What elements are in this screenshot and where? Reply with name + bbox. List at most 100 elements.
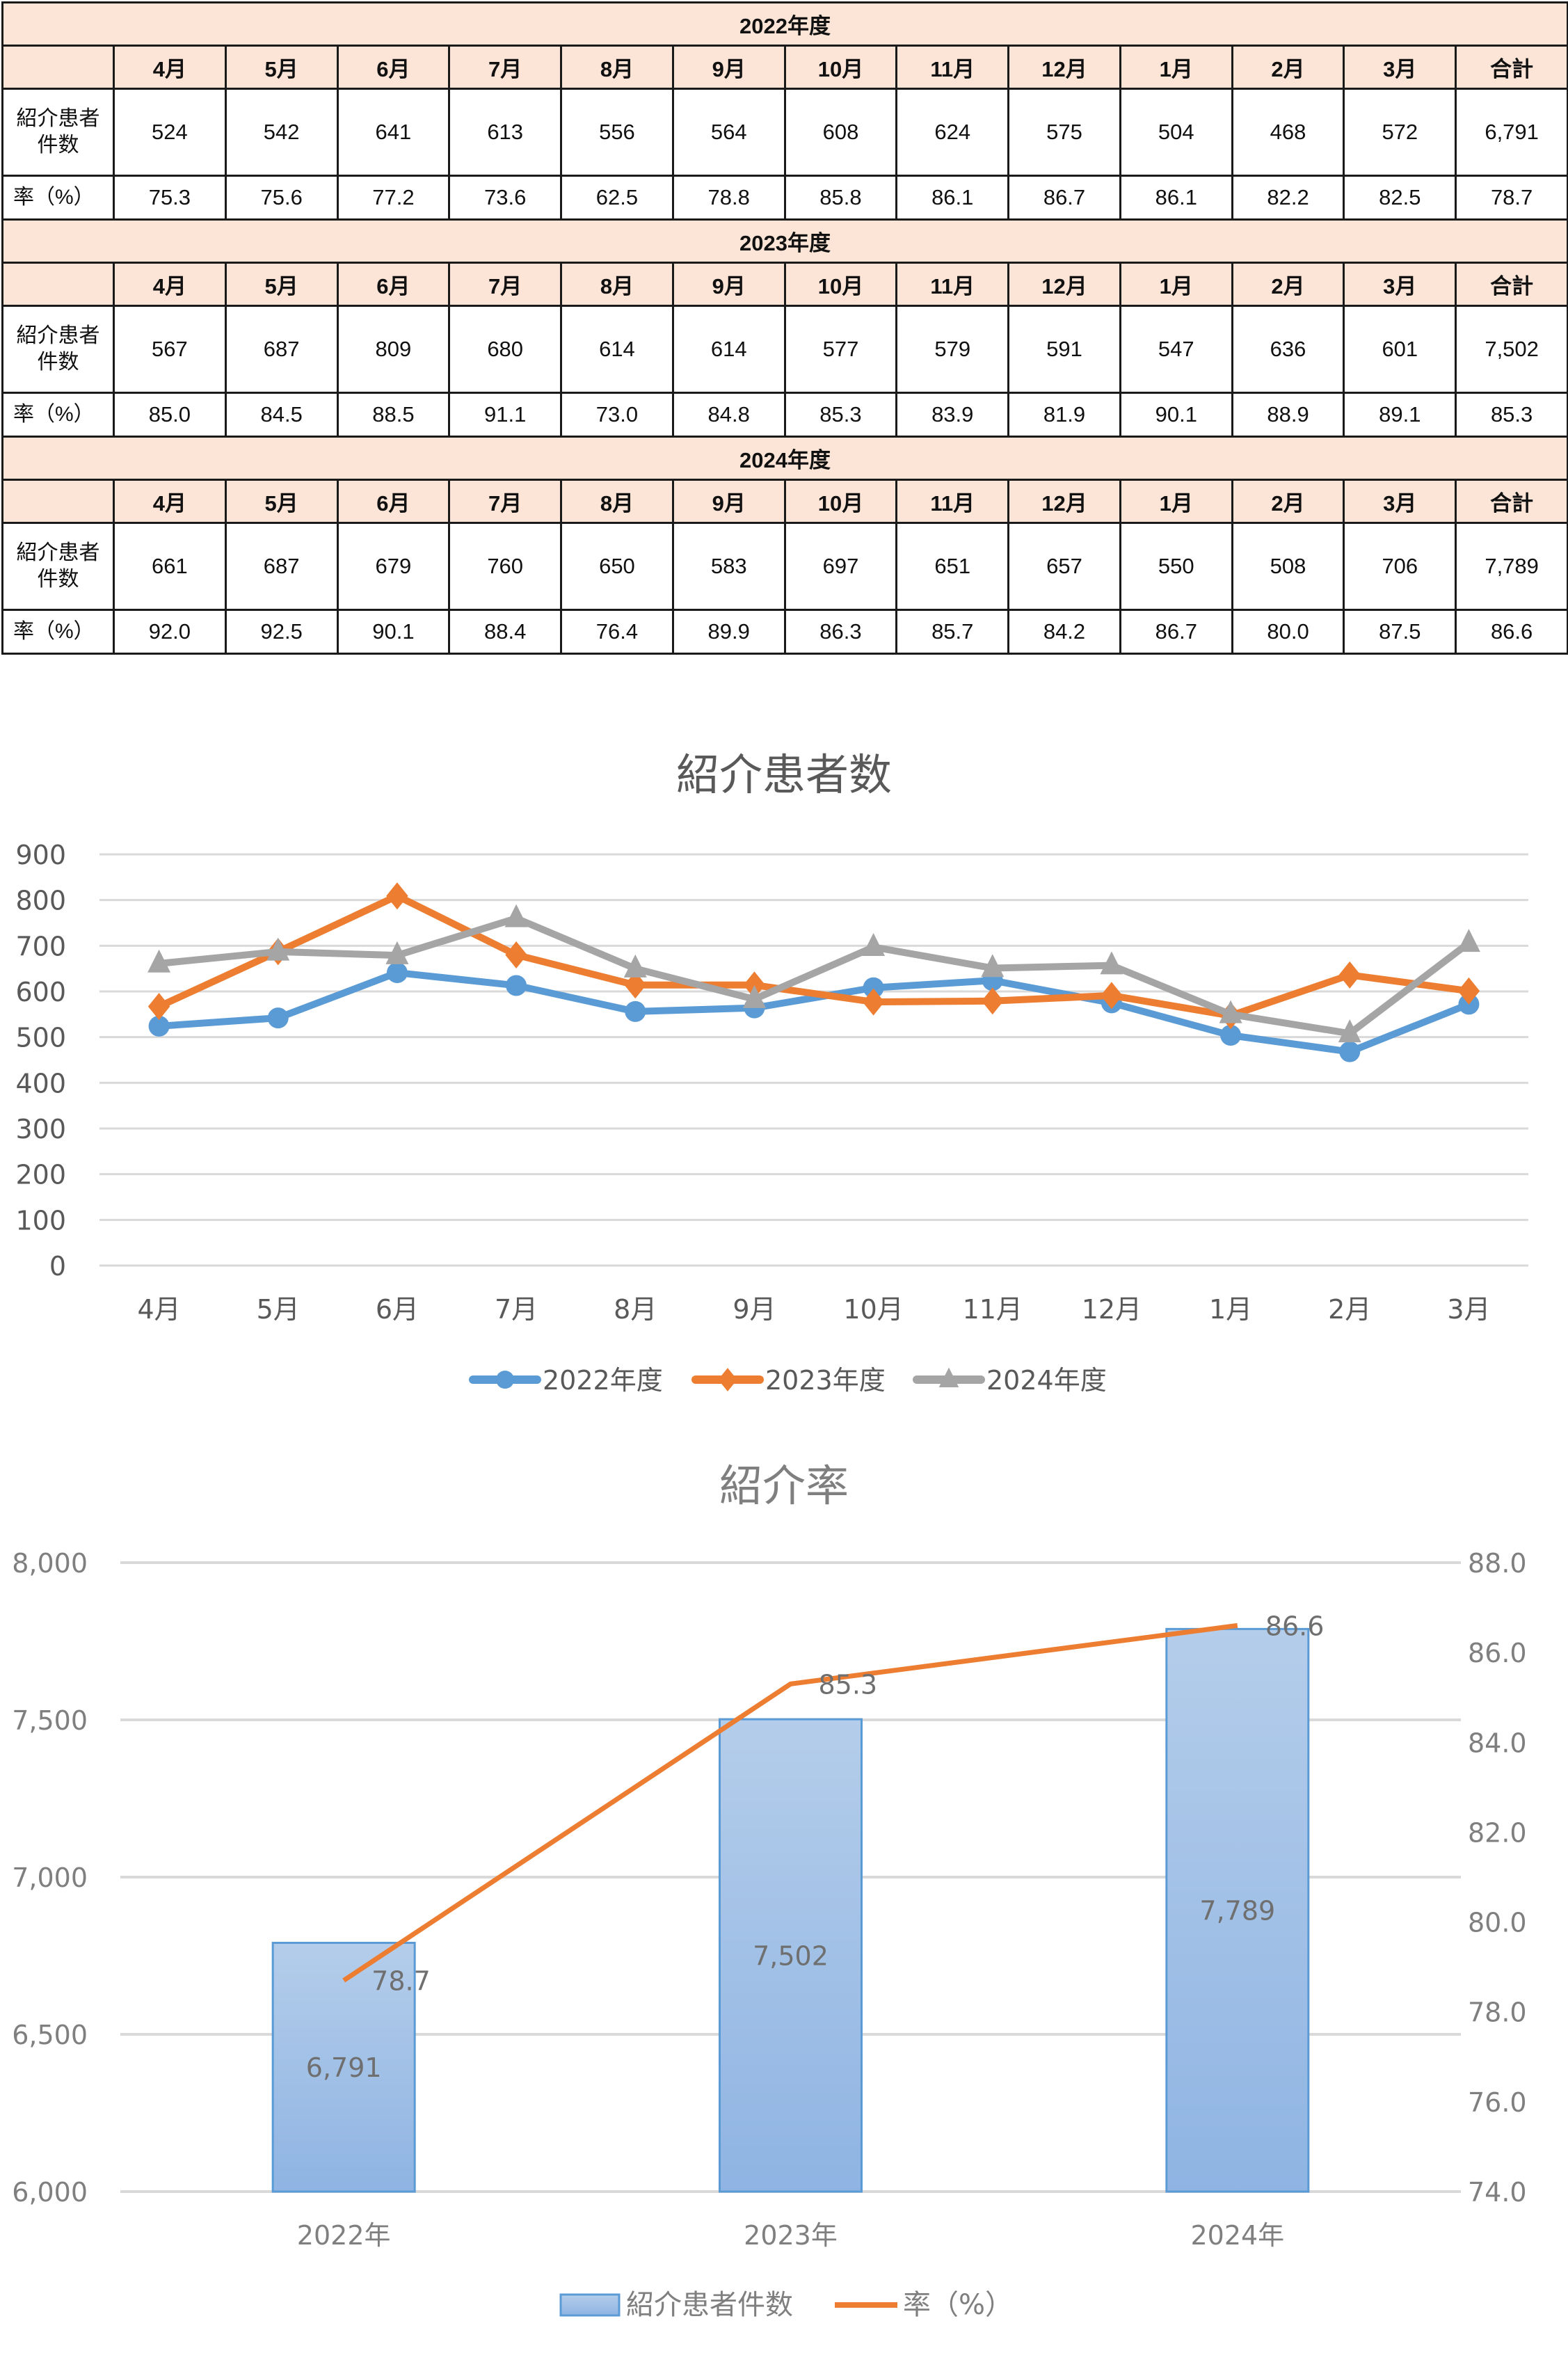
column-header: 9月: [671, 45, 786, 90]
rate-value-label: 86.6: [1265, 1611, 1325, 1641]
column-header: 1月: [1119, 45, 1233, 90]
column-header: 8月: [560, 262, 674, 307]
y2-tick-label: 88.0: [1468, 1548, 1527, 1579]
triangle-marker-icon: [1338, 1019, 1361, 1043]
rate-cell: 87.5: [1343, 609, 1457, 655]
rate-cell: 88.4: [448, 609, 563, 655]
x-tick-label: 1月: [1209, 1294, 1252, 1325]
rate-cell: 84.2: [1007, 609, 1121, 655]
y2-tick-label: 76.0: [1468, 2087, 1527, 2118]
count-cell: 641: [336, 88, 451, 177]
count-cell: 579: [895, 305, 1010, 394]
y-tick-label: 800: [15, 886, 66, 916]
legend-item: 紹介患者件数: [559, 2289, 793, 2321]
triangle-marker-icon: [938, 1367, 959, 1388]
referral-count-line-chart: 紹介患者数 0 100 200 300 400 500 600 700 800 900 4月 5月 6…: [15, 749, 1528, 1396]
y-axis-ticks: 0 100 200 300 400 500 600 700 800 900: [15, 840, 66, 1282]
column-header: 8月: [560, 479, 674, 524]
rate-cell: 80.0: [1231, 609, 1345, 655]
y-tick-label: 300: [15, 1114, 66, 1144]
x-tick-label: 11月: [963, 1294, 1023, 1325]
count-cell: 657: [1007, 522, 1121, 611]
rate-cell: 92.5: [224, 609, 339, 655]
count-cell: 567: [113, 305, 227, 394]
triangle-marker-icon: [385, 941, 409, 964]
column-header: 2月: [1231, 45, 1345, 90]
year-title: 2024年度: [1, 436, 1568, 481]
rate-cell: 84.5: [224, 392, 339, 438]
count-cell: 508: [1231, 522, 1345, 611]
column-header: 5月: [224, 45, 339, 90]
bar-value-label: 7,502: [753, 1941, 829, 1972]
count-cell: 661: [113, 522, 227, 611]
column-header: 9月: [671, 262, 786, 307]
rate-cell: 77.2: [336, 175, 451, 221]
row-label-line: 紹介患者: [16, 324, 100, 347]
rate-cell: 85.3: [783, 392, 898, 438]
count-cell: 504: [1119, 88, 1233, 177]
count-cell: 556: [560, 88, 674, 177]
column-header: 2月: [1231, 479, 1345, 524]
row-label-count: 紹介患者 件数: [1, 88, 115, 177]
column-header: 1月: [1119, 262, 1233, 307]
triangle-marker-icon: [266, 937, 290, 961]
column-header: 10月: [783, 479, 898, 524]
column-header: 3月: [1343, 262, 1457, 307]
count-cell: 601: [1343, 305, 1457, 394]
y-tick-label: 100: [15, 1205, 66, 1236]
column-header: 7月: [448, 45, 563, 90]
row-label-count: 紹介患者 件数: [1, 305, 115, 394]
row-label-line: 紹介患者: [16, 541, 100, 564]
rate-cell: 75.3: [113, 175, 227, 221]
year-title: 2023年度: [1, 218, 1568, 264]
triangle-marker-icon: [862, 933, 886, 957]
y-tick-label: 900: [15, 840, 66, 870]
x-tick-label: 9月: [733, 1294, 776, 1325]
count-cell: 608: [783, 88, 898, 177]
y2-tick-label: 82.0: [1468, 1817, 1527, 1848]
count-cell: 760: [448, 522, 563, 611]
month-header-row: 4月 5月 6月 7月 8月 9月 10月 11月 12月 1月 2月 3月 合計: [1, 262, 1568, 307]
rate-cell: 62.5: [560, 175, 674, 221]
diamond-marker-icon: [743, 971, 766, 999]
count-cell: 564: [671, 88, 786, 177]
rate-cell: 92.0: [113, 609, 227, 655]
corner-cell: [1, 479, 115, 524]
column-header: 5月: [224, 262, 339, 307]
chart-title: 紹介患者数: [676, 749, 892, 800]
diamond-marker-icon: [862, 988, 885, 1016]
legend-item: 2024年度: [913, 1365, 1107, 1396]
rate-line-series: 78.7 85.3 86.6: [342, 1611, 1325, 1997]
count-cell: 651: [895, 522, 1010, 611]
y-tick-label: 400: [15, 1068, 66, 1099]
rate-cell: 78.7: [1455, 175, 1568, 221]
rate-cell: 78.8: [671, 175, 786, 221]
y-tick-label: 6,000: [12, 2177, 88, 2208]
rate-row: 率（%） 85.0 84.5 88.5 91.1 73.0 84.8 85.3 83.9 81.9…: [1, 392, 1568, 438]
count-cell: 809: [336, 305, 451, 394]
rate-cell: 83.9: [895, 392, 1010, 438]
bar: 7,789: [1165, 1627, 1310, 2193]
x-tick-label: 4月: [137, 1294, 180, 1325]
count-cell: 614: [671, 305, 786, 394]
column-header: 7月: [448, 479, 563, 524]
month-header-row: 4月 5月 6月 7月 8月 9月 10月 11月 12月 1月 2月 3月 合計: [1, 45, 1568, 90]
x-tick-label: 2023年: [744, 2220, 838, 2251]
circle-marker-icon: [1339, 1041, 1361, 1062]
circle-marker-icon: [506, 975, 527, 996]
column-header: 3月: [1343, 45, 1457, 90]
rate-row: 率（%） 92.0 92.5 90.1 88.4 76.4 89.9 86.3 85.7 84.2…: [1, 609, 1568, 655]
column-header: 12月: [1007, 45, 1121, 90]
y-tick-label: 0: [49, 1251, 66, 1282]
diamond-marker-icon: [147, 993, 170, 1021]
count-cell: 706: [1343, 522, 1457, 611]
chart-legend: 紹介患者件数 率（%）: [559, 2289, 1013, 2321]
y-tick-label: 200: [15, 1160, 66, 1190]
rate-cell: 85.7: [895, 609, 1010, 655]
diamond-marker-icon: [982, 987, 1004, 1015]
rate-cell: 89.9: [671, 609, 786, 655]
legend-item: 率（%）: [835, 2289, 1013, 2321]
column-header: 1月: [1119, 479, 1233, 524]
diamond-marker-icon: [718, 1368, 737, 1391]
bar-value-label: 7,789: [1199, 1896, 1275, 1927]
